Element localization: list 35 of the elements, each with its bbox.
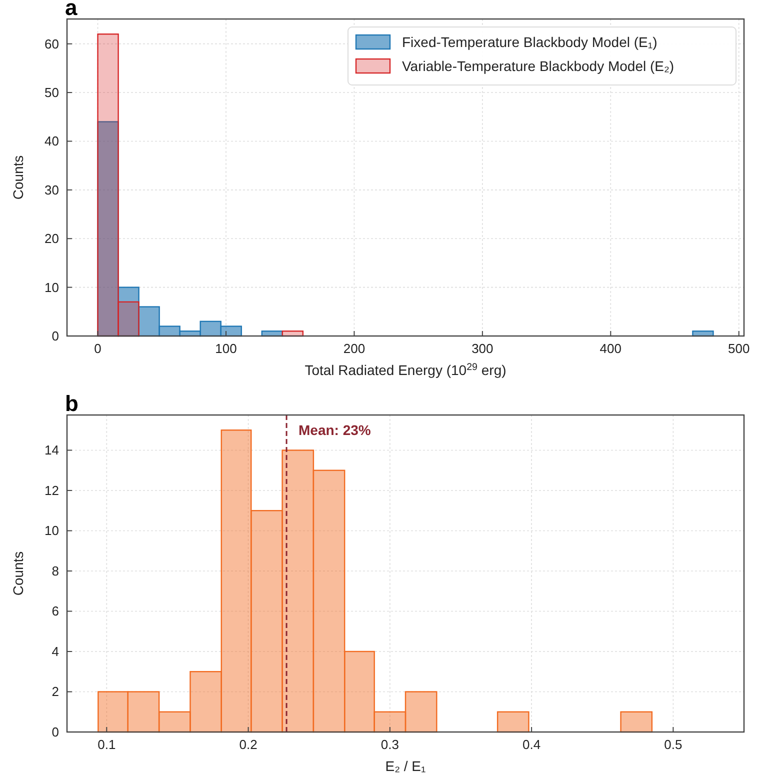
y-tick-label: 50: [44, 85, 59, 100]
ref-line-label: Mean: 23%: [298, 422, 372, 438]
x-tick-label: 500: [728, 341, 750, 356]
x-tick-label: 0.3: [380, 737, 399, 752]
y-axis-title: Counts: [10, 155, 26, 200]
x-tick-label: 0.1: [98, 737, 116, 752]
y-tick-label: 10: [44, 280, 59, 295]
y-tick-label: 2: [52, 684, 59, 700]
legend-label: Variable-Temperature Blackbody Model (E₂): [402, 58, 674, 74]
legend-label: Fixed-Temperature Blackbody Model (E₁): [402, 34, 658, 50]
y-tick-label: 6: [52, 604, 59, 619]
y-tick-label: 60: [44, 36, 59, 52]
y-tick-label: 10: [44, 523, 59, 538]
x-tick-label: 200: [343, 341, 366, 356]
y-tick-label: 14: [44, 442, 59, 458]
y-tick-label: 0: [52, 724, 59, 740]
x-tick-label: 0.4: [522, 737, 541, 752]
y-tick-label: 20: [44, 231, 59, 246]
chart-title: b: [65, 391, 78, 416]
x-tick-label: 100: [215, 341, 237, 356]
y-tick-label: 12: [44, 482, 59, 498]
y-tick-label: 30: [44, 182, 59, 198]
chart-title: a: [65, 0, 78, 20]
x-tick-label: 0.5: [664, 737, 682, 752]
x-axis-title: E₂ / E₁: [385, 758, 426, 774]
y-tick-label: 8: [52, 563, 59, 578]
y-tick-label: 4: [52, 644, 59, 659]
y-tick-label: 0: [52, 328, 59, 344]
x-tick-label: 0: [94, 341, 102, 356]
y-axis-title: Counts: [10, 551, 26, 596]
x-tick-label: 300: [472, 341, 494, 356]
x-axis-title: Total Radiated Energy (10$^{29}$ erg): [304, 362, 506, 378]
x-tick-label: 0.2: [239, 737, 258, 752]
x-tick-label: 400: [600, 341, 622, 356]
y-tick-label: 40: [44, 134, 59, 149]
